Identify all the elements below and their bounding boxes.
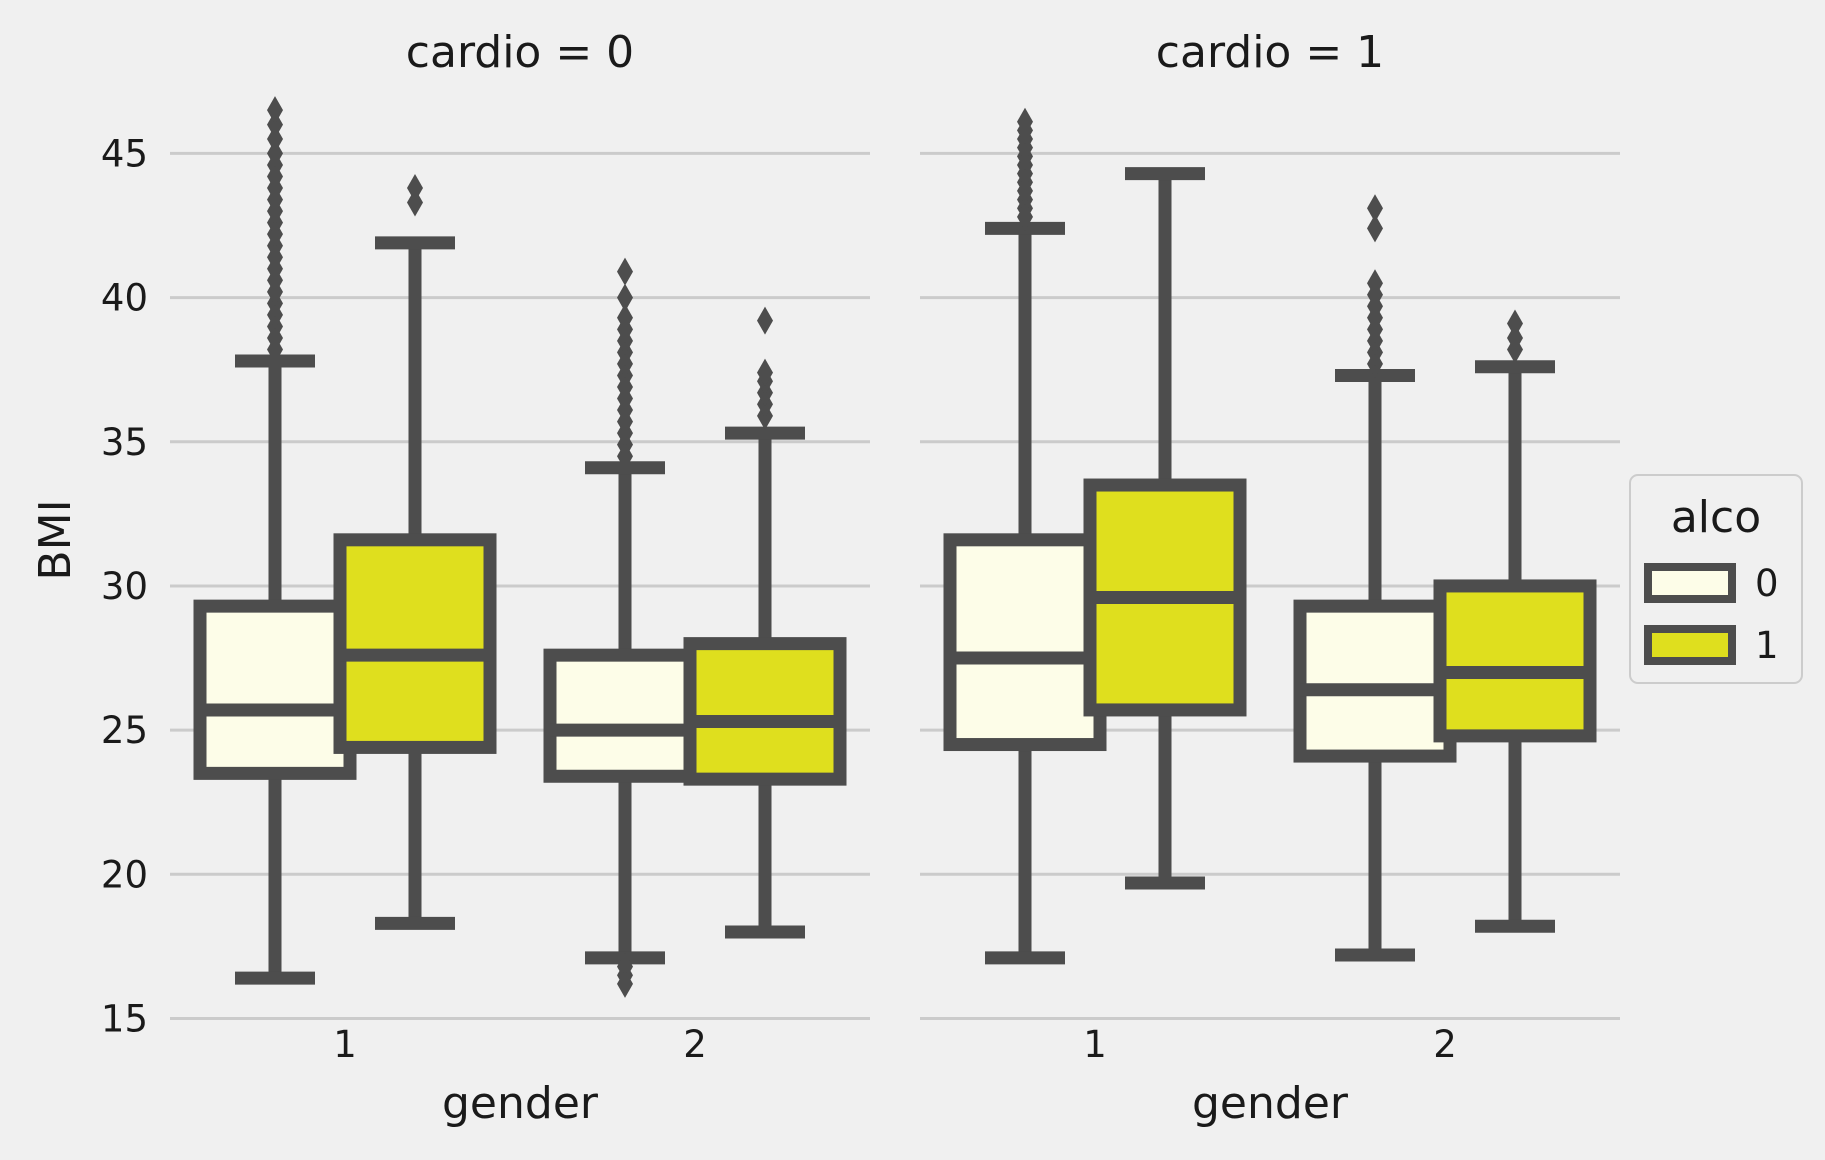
box-group-p0-g2-a0 (543, 257, 707, 998)
x-axis-title-0: gender (442, 1078, 599, 1129)
box-p1-g1-a0 (943, 533, 1107, 752)
outlier-p1-g2-a1-2 (1507, 309, 1523, 338)
box-group-p1-g1-a1 (1083, 167, 1247, 890)
x-tick-label-p0-1: 1 (333, 1023, 357, 1066)
outlier-p0-g1-a1-0 (407, 188, 423, 217)
outlier-p1-g2-a0-7 (1367, 269, 1383, 298)
legend-label-0: 0 (1755, 562, 1779, 605)
box-p0-g1-a1 (333, 533, 497, 754)
y-tick-label-20: 20 (101, 853, 148, 896)
box-p0-g1-a0 (193, 599, 357, 780)
outlier-p0-g1-a0-20 (267, 96, 283, 125)
box-p1-g2-a1 (1433, 579, 1597, 743)
box-p0-g2-a0 (543, 648, 707, 783)
panel-title-0: cardio = 0 (406, 27, 634, 78)
outlier-p0-g1-a1-1 (407, 174, 423, 203)
x-axis-title-1: gender (1192, 1078, 1349, 1129)
outlier-p0-g2-a1-5 (757, 306, 773, 335)
box-group-p1-g2-a1 (1433, 309, 1597, 933)
outlier-p0-g2-a0-2 (617, 969, 633, 998)
legend-label-1: 1 (1755, 624, 1779, 667)
box-layer (193, 96, 1597, 998)
y-axis-title: BMI (30, 499, 81, 580)
text-layer: 15 20 25 30 35 40 45 BMI cardio = 0 1 2 gender cardi… (30, 27, 1457, 1129)
outlier-p1-g1-a0-11 (1017, 107, 1033, 136)
outlier-p0-g2-a1-4 (757, 358, 773, 387)
legend: alco 0 1 (1629, 474, 1803, 684)
outlier-p0-g2-a0-17 (617, 257, 633, 286)
x-tick-label-p1-2: 2 (1433, 1023, 1457, 1066)
outlier-p0-g1-a0-19 (267, 110, 283, 139)
outlier-p0-g1-a0-17 (267, 139, 283, 168)
box-group-p0-g2-a1 (683, 306, 847, 939)
outlier-p1-g2-a0-9 (1367, 194, 1383, 223)
y-tick-label-30: 30 (101, 565, 148, 608)
outlier-p0-g2-a0-16 (617, 283, 633, 312)
box-p1-g2-a0 (1293, 599, 1457, 763)
x-tick-label-p1-1: 1 (1083, 1023, 1107, 1066)
legend-swatch-0 (1644, 563, 1736, 603)
outlier-p1-g2-a0-8 (1367, 214, 1383, 243)
outlier-p0-g2-a0-15 (617, 303, 633, 332)
box-group-p0-g1-a1 (333, 174, 497, 930)
x-tick-label-p0-2: 2 (683, 1023, 707, 1066)
legend-swatch-1 (1644, 625, 1736, 665)
outlier-p1-g2-a1-1 (1507, 323, 1523, 352)
y-tick-label-40: 40 (101, 277, 148, 320)
legend-title: alco (1671, 492, 1761, 543)
box-group-p1-g1-a0 (943, 107, 1107, 965)
outlier-p0-g1-a0-18 (267, 125, 283, 154)
box-p0-g2-a1 (683, 637, 847, 786)
y-tick-label-45: 45 (101, 132, 148, 175)
panel-title-1: cardio = 1 (1156, 27, 1384, 78)
y-tick-label-15: 15 (101, 997, 148, 1040)
y-tick-label-25: 25 (101, 709, 148, 752)
y-tick-label-35: 35 (101, 421, 148, 464)
